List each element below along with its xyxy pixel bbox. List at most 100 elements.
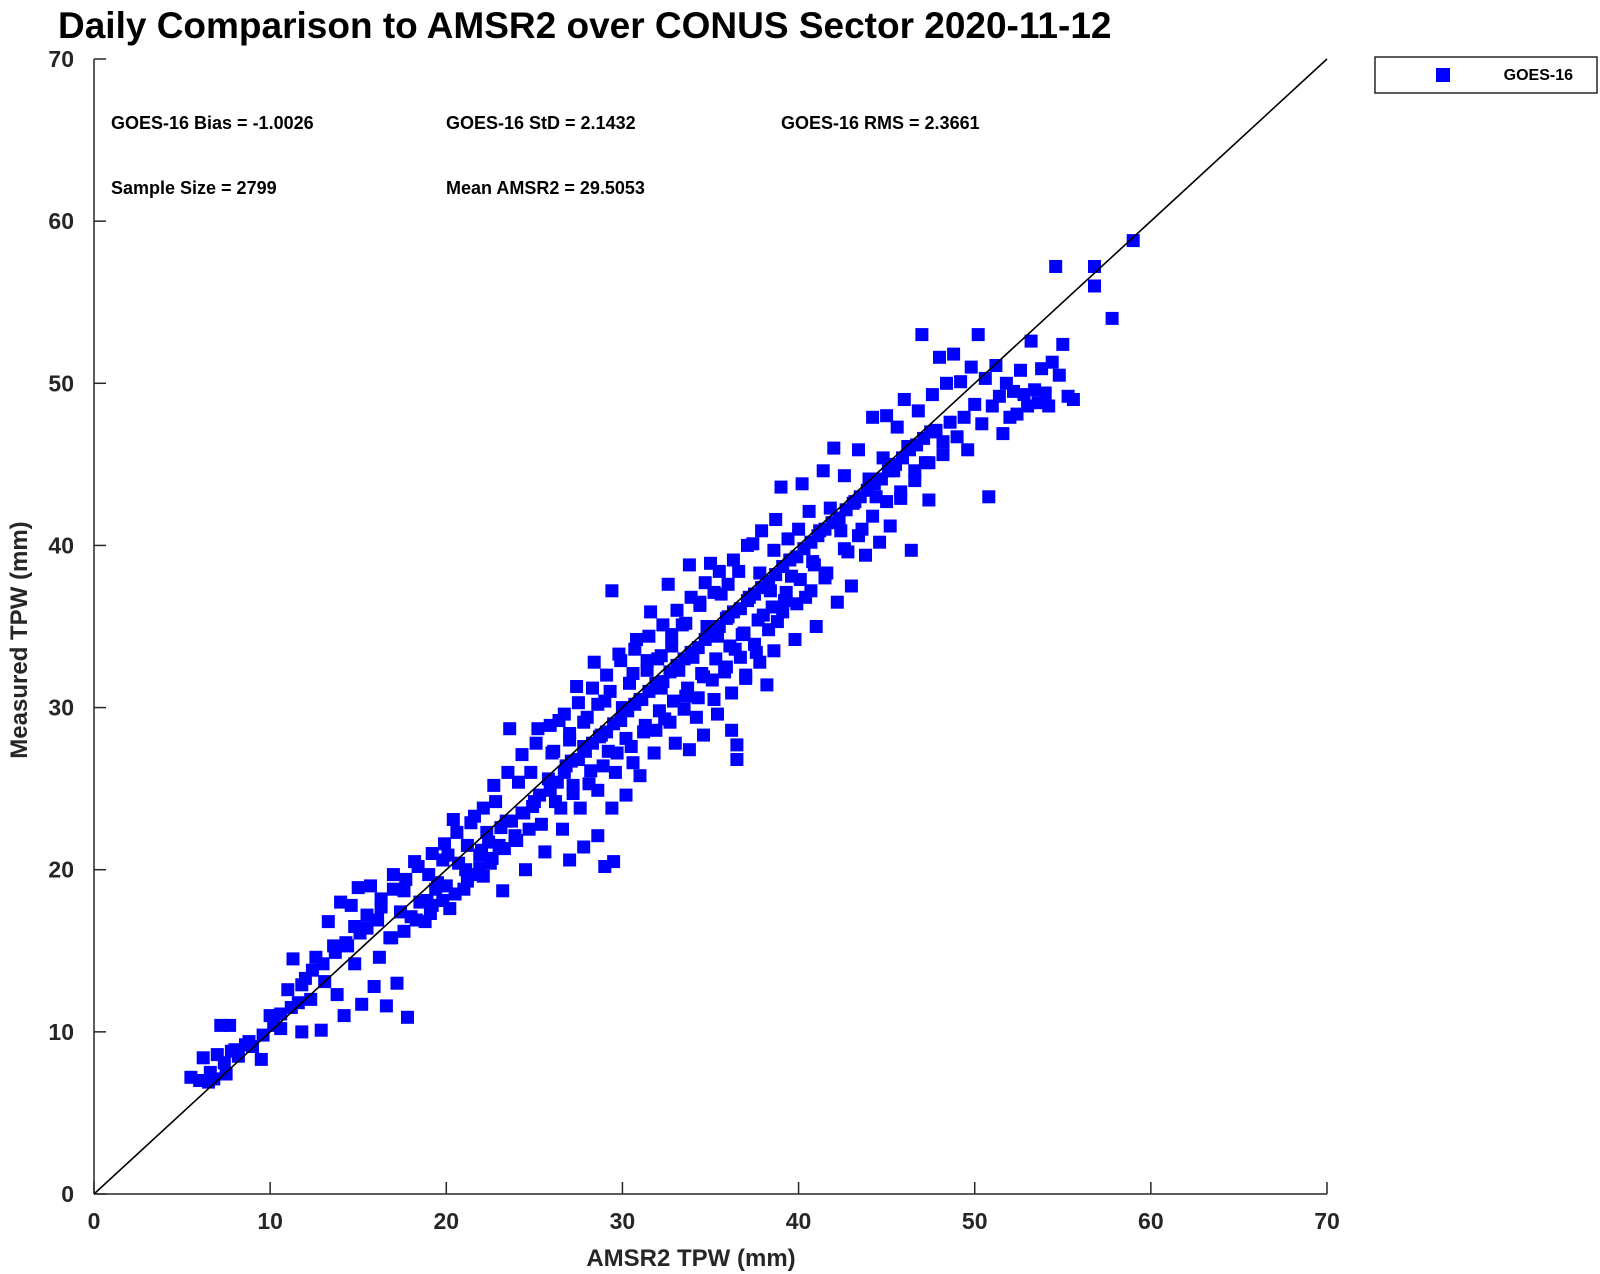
data-point xyxy=(1014,363,1027,377)
data-point xyxy=(818,571,832,585)
data-point xyxy=(587,655,601,669)
data-point xyxy=(827,441,841,455)
data-point xyxy=(441,848,455,862)
data-point xyxy=(534,817,548,831)
data-point xyxy=(897,393,911,406)
data-point xyxy=(485,851,499,865)
data-point xyxy=(605,584,619,598)
data-point xyxy=(1035,362,1049,376)
data-point xyxy=(321,915,335,929)
data-point xyxy=(957,410,971,424)
x-tick-label: 50 xyxy=(962,1208,988,1234)
data-point xyxy=(774,480,788,494)
legend: GOES-16 xyxy=(1374,56,1598,94)
data-point xyxy=(242,1035,256,1049)
data-point xyxy=(755,524,769,538)
data-point xyxy=(515,748,529,762)
data-point xyxy=(619,788,633,802)
data-point xyxy=(460,838,474,852)
plot-area: 0 10 20 30 40 50 60 70 0 10 20 30 40 50 60 70 xyxy=(48,46,1339,1234)
data-point xyxy=(557,707,571,721)
data-point xyxy=(274,1007,288,1021)
data-point xyxy=(707,585,721,599)
x-tick-label: 30 xyxy=(610,1208,636,1234)
data-point xyxy=(1042,399,1056,413)
data-point xyxy=(933,350,946,364)
data-point xyxy=(911,404,925,418)
data-point xyxy=(460,874,474,888)
data-point xyxy=(1021,399,1035,413)
x-tick-label: 60 xyxy=(1138,1208,1164,1234)
data-point xyxy=(531,722,545,736)
data-point xyxy=(459,863,473,877)
stat-rms: GOES-16 RMS = 2.3661 xyxy=(781,113,980,133)
data-point xyxy=(876,451,890,465)
data-point xyxy=(649,723,663,737)
data-point xyxy=(337,1009,351,1023)
data-point xyxy=(526,800,540,813)
y-tick-label: 40 xyxy=(48,532,74,558)
data-point xyxy=(723,639,737,653)
data-point xyxy=(328,945,342,959)
data-point xyxy=(788,633,802,646)
data-point xyxy=(730,753,744,766)
data-point xyxy=(781,532,795,546)
data-point xyxy=(682,743,696,757)
data-point xyxy=(623,676,636,690)
data-point xyxy=(807,558,821,572)
data-point xyxy=(438,837,451,851)
data-point xyxy=(554,801,568,815)
data-point xyxy=(922,456,936,470)
data-point xyxy=(732,564,746,578)
data-point xyxy=(802,504,816,518)
data-point xyxy=(487,778,501,792)
data-point xyxy=(254,1052,268,1066)
data-point xyxy=(1088,260,1101,273)
data-point xyxy=(409,913,423,927)
data-point xyxy=(1066,393,1080,406)
data-point xyxy=(570,680,584,693)
stat-bias: GOES-16 Bias = -1.0026 xyxy=(111,113,314,133)
data-point xyxy=(505,814,518,828)
data-point xyxy=(793,573,807,586)
data-point xyxy=(971,328,985,342)
data-point xyxy=(196,1051,210,1065)
data-point xyxy=(497,842,511,856)
data-point xyxy=(765,600,779,614)
data-point xyxy=(792,522,806,536)
data-point xyxy=(386,868,400,882)
data-point xyxy=(707,693,721,706)
data-point xyxy=(823,501,837,515)
data-point xyxy=(605,801,619,815)
data-point xyxy=(830,595,844,609)
data-point xyxy=(367,980,381,993)
data-point xyxy=(219,1067,233,1081)
data-point xyxy=(795,477,809,491)
data-point xyxy=(964,360,978,374)
data-point xyxy=(769,513,783,526)
data-point xyxy=(691,691,705,705)
data-point xyxy=(512,775,525,789)
data-point xyxy=(1126,234,1140,248)
data-point xyxy=(1028,383,1042,397)
data-point xyxy=(654,649,668,663)
data-point xyxy=(330,988,344,1002)
data-point xyxy=(943,415,957,429)
data-point xyxy=(379,999,393,1013)
data-point xyxy=(852,443,865,457)
data-point xyxy=(880,409,894,423)
data-point xyxy=(217,1056,231,1070)
y-tick-label: 50 xyxy=(48,370,74,396)
data-point xyxy=(344,898,358,912)
data-point xyxy=(638,718,652,732)
data-point xyxy=(978,371,992,385)
data-point xyxy=(626,667,640,680)
data-point xyxy=(390,976,404,990)
data-point xyxy=(992,389,1006,403)
y-tick-label: 70 xyxy=(48,46,74,72)
x-tick-label: 0 xyxy=(88,1208,101,1234)
data-point xyxy=(922,493,936,507)
data-point xyxy=(446,813,460,826)
data-point xyxy=(940,376,953,390)
